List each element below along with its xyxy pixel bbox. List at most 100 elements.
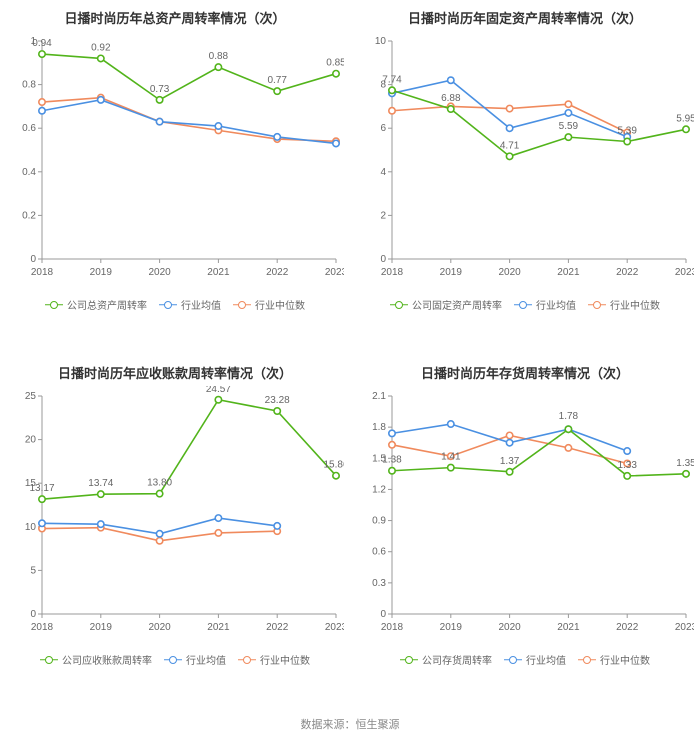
legend-median: 行业中位数 bbox=[578, 652, 650, 667]
svg-text:2019: 2019 bbox=[440, 622, 463, 633]
legend-swatch-median bbox=[578, 655, 596, 665]
legend-mean: 行业均值 bbox=[164, 652, 226, 667]
svg-text:2020: 2020 bbox=[498, 622, 521, 633]
panel-receivable: 日播时尚历年应收账款周转率情况（次） 051015202520182019202… bbox=[0, 355, 350, 710]
svg-text:10: 10 bbox=[25, 522, 37, 533]
legend-mean: 行业均值 bbox=[514, 297, 576, 312]
svg-text:2: 2 bbox=[380, 210, 386, 221]
svg-text:6.88: 6.88 bbox=[441, 93, 461, 104]
svg-text:2020: 2020 bbox=[498, 267, 521, 278]
svg-text:2023: 2023 bbox=[325, 267, 344, 278]
legend-swatch-mean bbox=[514, 300, 532, 310]
chart-canvas: 02468102018201920202021202220237.746.884… bbox=[356, 31, 694, 291]
svg-text:1.78: 1.78 bbox=[559, 411, 579, 422]
svg-text:5.39: 5.39 bbox=[617, 125, 637, 136]
svg-text:2018: 2018 bbox=[381, 267, 404, 278]
svg-text:1.37: 1.37 bbox=[500, 456, 520, 467]
svg-text:0.73: 0.73 bbox=[150, 84, 170, 95]
svg-text:1.2: 1.2 bbox=[372, 484, 386, 495]
svg-text:24.57: 24.57 bbox=[206, 386, 231, 395]
svg-text:2021: 2021 bbox=[557, 267, 580, 278]
panel-fixed-asset: 日播时尚历年固定资产周转率情况（次） 024681020182019202020… bbox=[350, 0, 700, 355]
chart-grid: 日播时尚历年总资产周转率情况（次） 00.20.40.60.8120182019… bbox=[0, 0, 700, 710]
legend-swatch-mean bbox=[159, 300, 177, 310]
svg-text:23.28: 23.28 bbox=[265, 395, 290, 406]
legend-swatch-company bbox=[390, 300, 408, 310]
chart-title: 日播时尚历年总资产周转率情况（次） bbox=[6, 8, 344, 27]
svg-text:0: 0 bbox=[380, 609, 386, 620]
svg-text:2022: 2022 bbox=[266, 267, 289, 278]
svg-text:13.17: 13.17 bbox=[29, 483, 54, 494]
svg-text:0.3: 0.3 bbox=[372, 578, 386, 589]
panel-inventory: 日播时尚历年存货周转率情况（次） 00.30.60.91.21.51.82.12… bbox=[350, 355, 700, 710]
legend: 公司应收账款周转率 行业均值 行业中位数 bbox=[6, 652, 344, 667]
svg-text:5: 5 bbox=[30, 565, 36, 576]
svg-text:0.4: 0.4 bbox=[22, 167, 36, 178]
svg-text:1.35: 1.35 bbox=[676, 458, 694, 469]
svg-text:2020: 2020 bbox=[148, 267, 171, 278]
svg-text:0.2: 0.2 bbox=[22, 210, 36, 221]
chart-canvas: 051015202520182019202020212022202313.171… bbox=[6, 386, 344, 646]
svg-text:2019: 2019 bbox=[90, 267, 113, 278]
legend-swatch-mean bbox=[504, 655, 522, 665]
legend-company: 公司应收账款周转率 bbox=[40, 652, 152, 667]
chart-canvas: 00.30.60.91.21.51.82.1201820192020202120… bbox=[356, 386, 694, 646]
legend: 公司总资产周转率 行业均值 行业中位数 bbox=[6, 297, 344, 312]
svg-text:6: 6 bbox=[380, 123, 386, 134]
svg-text:5.59: 5.59 bbox=[559, 121, 579, 132]
svg-text:10: 10 bbox=[375, 36, 387, 47]
legend-swatch-mean bbox=[164, 655, 182, 665]
svg-text:1.8: 1.8 bbox=[372, 422, 386, 433]
svg-text:2021: 2021 bbox=[557, 622, 580, 633]
svg-text:0.9: 0.9 bbox=[372, 516, 386, 527]
svg-text:1.33: 1.33 bbox=[617, 460, 637, 471]
svg-text:2021: 2021 bbox=[207, 622, 230, 633]
svg-text:2022: 2022 bbox=[616, 267, 639, 278]
legend-median: 行业中位数 bbox=[233, 297, 305, 312]
legend-mean: 行业均值 bbox=[504, 652, 566, 667]
legend-swatch-company bbox=[400, 655, 418, 665]
svg-text:0: 0 bbox=[30, 254, 36, 265]
svg-text:0.94: 0.94 bbox=[32, 38, 52, 49]
svg-text:0.6: 0.6 bbox=[22, 123, 36, 134]
legend-median: 行业中位数 bbox=[238, 652, 310, 667]
legend-median: 行业中位数 bbox=[588, 297, 660, 312]
chart-title: 日播时尚历年固定资产周转率情况（次） bbox=[356, 8, 694, 27]
svg-text:2.1: 2.1 bbox=[372, 391, 386, 402]
svg-text:2019: 2019 bbox=[90, 622, 113, 633]
svg-text:4: 4 bbox=[380, 167, 386, 178]
svg-text:2020: 2020 bbox=[148, 622, 171, 633]
svg-text:0.88: 0.88 bbox=[209, 51, 229, 62]
svg-text:0: 0 bbox=[380, 254, 386, 265]
legend-swatch-median bbox=[238, 655, 256, 665]
svg-text:2022: 2022 bbox=[616, 622, 639, 633]
legend-swatch-median bbox=[588, 300, 606, 310]
svg-text:4.71: 4.71 bbox=[500, 140, 520, 151]
svg-text:5.95: 5.95 bbox=[676, 113, 694, 124]
legend-company: 公司存货周转率 bbox=[400, 652, 492, 667]
legend: 公司存货周转率 行业均值 行业中位数 bbox=[356, 652, 694, 667]
svg-text:0.6: 0.6 bbox=[372, 547, 386, 558]
svg-text:1.38: 1.38 bbox=[382, 455, 402, 466]
chart-title: 日播时尚历年存货周转率情况（次） bbox=[356, 363, 694, 382]
svg-text:2019: 2019 bbox=[440, 267, 463, 278]
svg-text:13.74: 13.74 bbox=[88, 478, 113, 489]
legend-company: 公司固定资产周转率 bbox=[390, 297, 502, 312]
svg-text:2023: 2023 bbox=[675, 267, 694, 278]
chart-title: 日播时尚历年应收账款周转率情况（次） bbox=[6, 363, 344, 382]
legend-mean: 行业均值 bbox=[159, 297, 221, 312]
svg-text:0.77: 0.77 bbox=[267, 75, 287, 86]
legend-swatch-median bbox=[233, 300, 251, 310]
svg-text:2023: 2023 bbox=[675, 622, 694, 633]
svg-text:7.74: 7.74 bbox=[382, 74, 402, 85]
svg-text:2022: 2022 bbox=[266, 622, 289, 633]
svg-text:25: 25 bbox=[25, 391, 37, 402]
svg-text:0.85: 0.85 bbox=[326, 58, 344, 69]
svg-text:2021: 2021 bbox=[207, 267, 230, 278]
svg-text:2018: 2018 bbox=[381, 622, 404, 633]
legend-company: 公司总资产周转率 bbox=[45, 297, 147, 312]
svg-text:13.80: 13.80 bbox=[147, 478, 172, 489]
svg-text:2018: 2018 bbox=[31, 267, 54, 278]
svg-text:15.86: 15.86 bbox=[323, 460, 344, 471]
svg-text:0: 0 bbox=[30, 609, 36, 620]
